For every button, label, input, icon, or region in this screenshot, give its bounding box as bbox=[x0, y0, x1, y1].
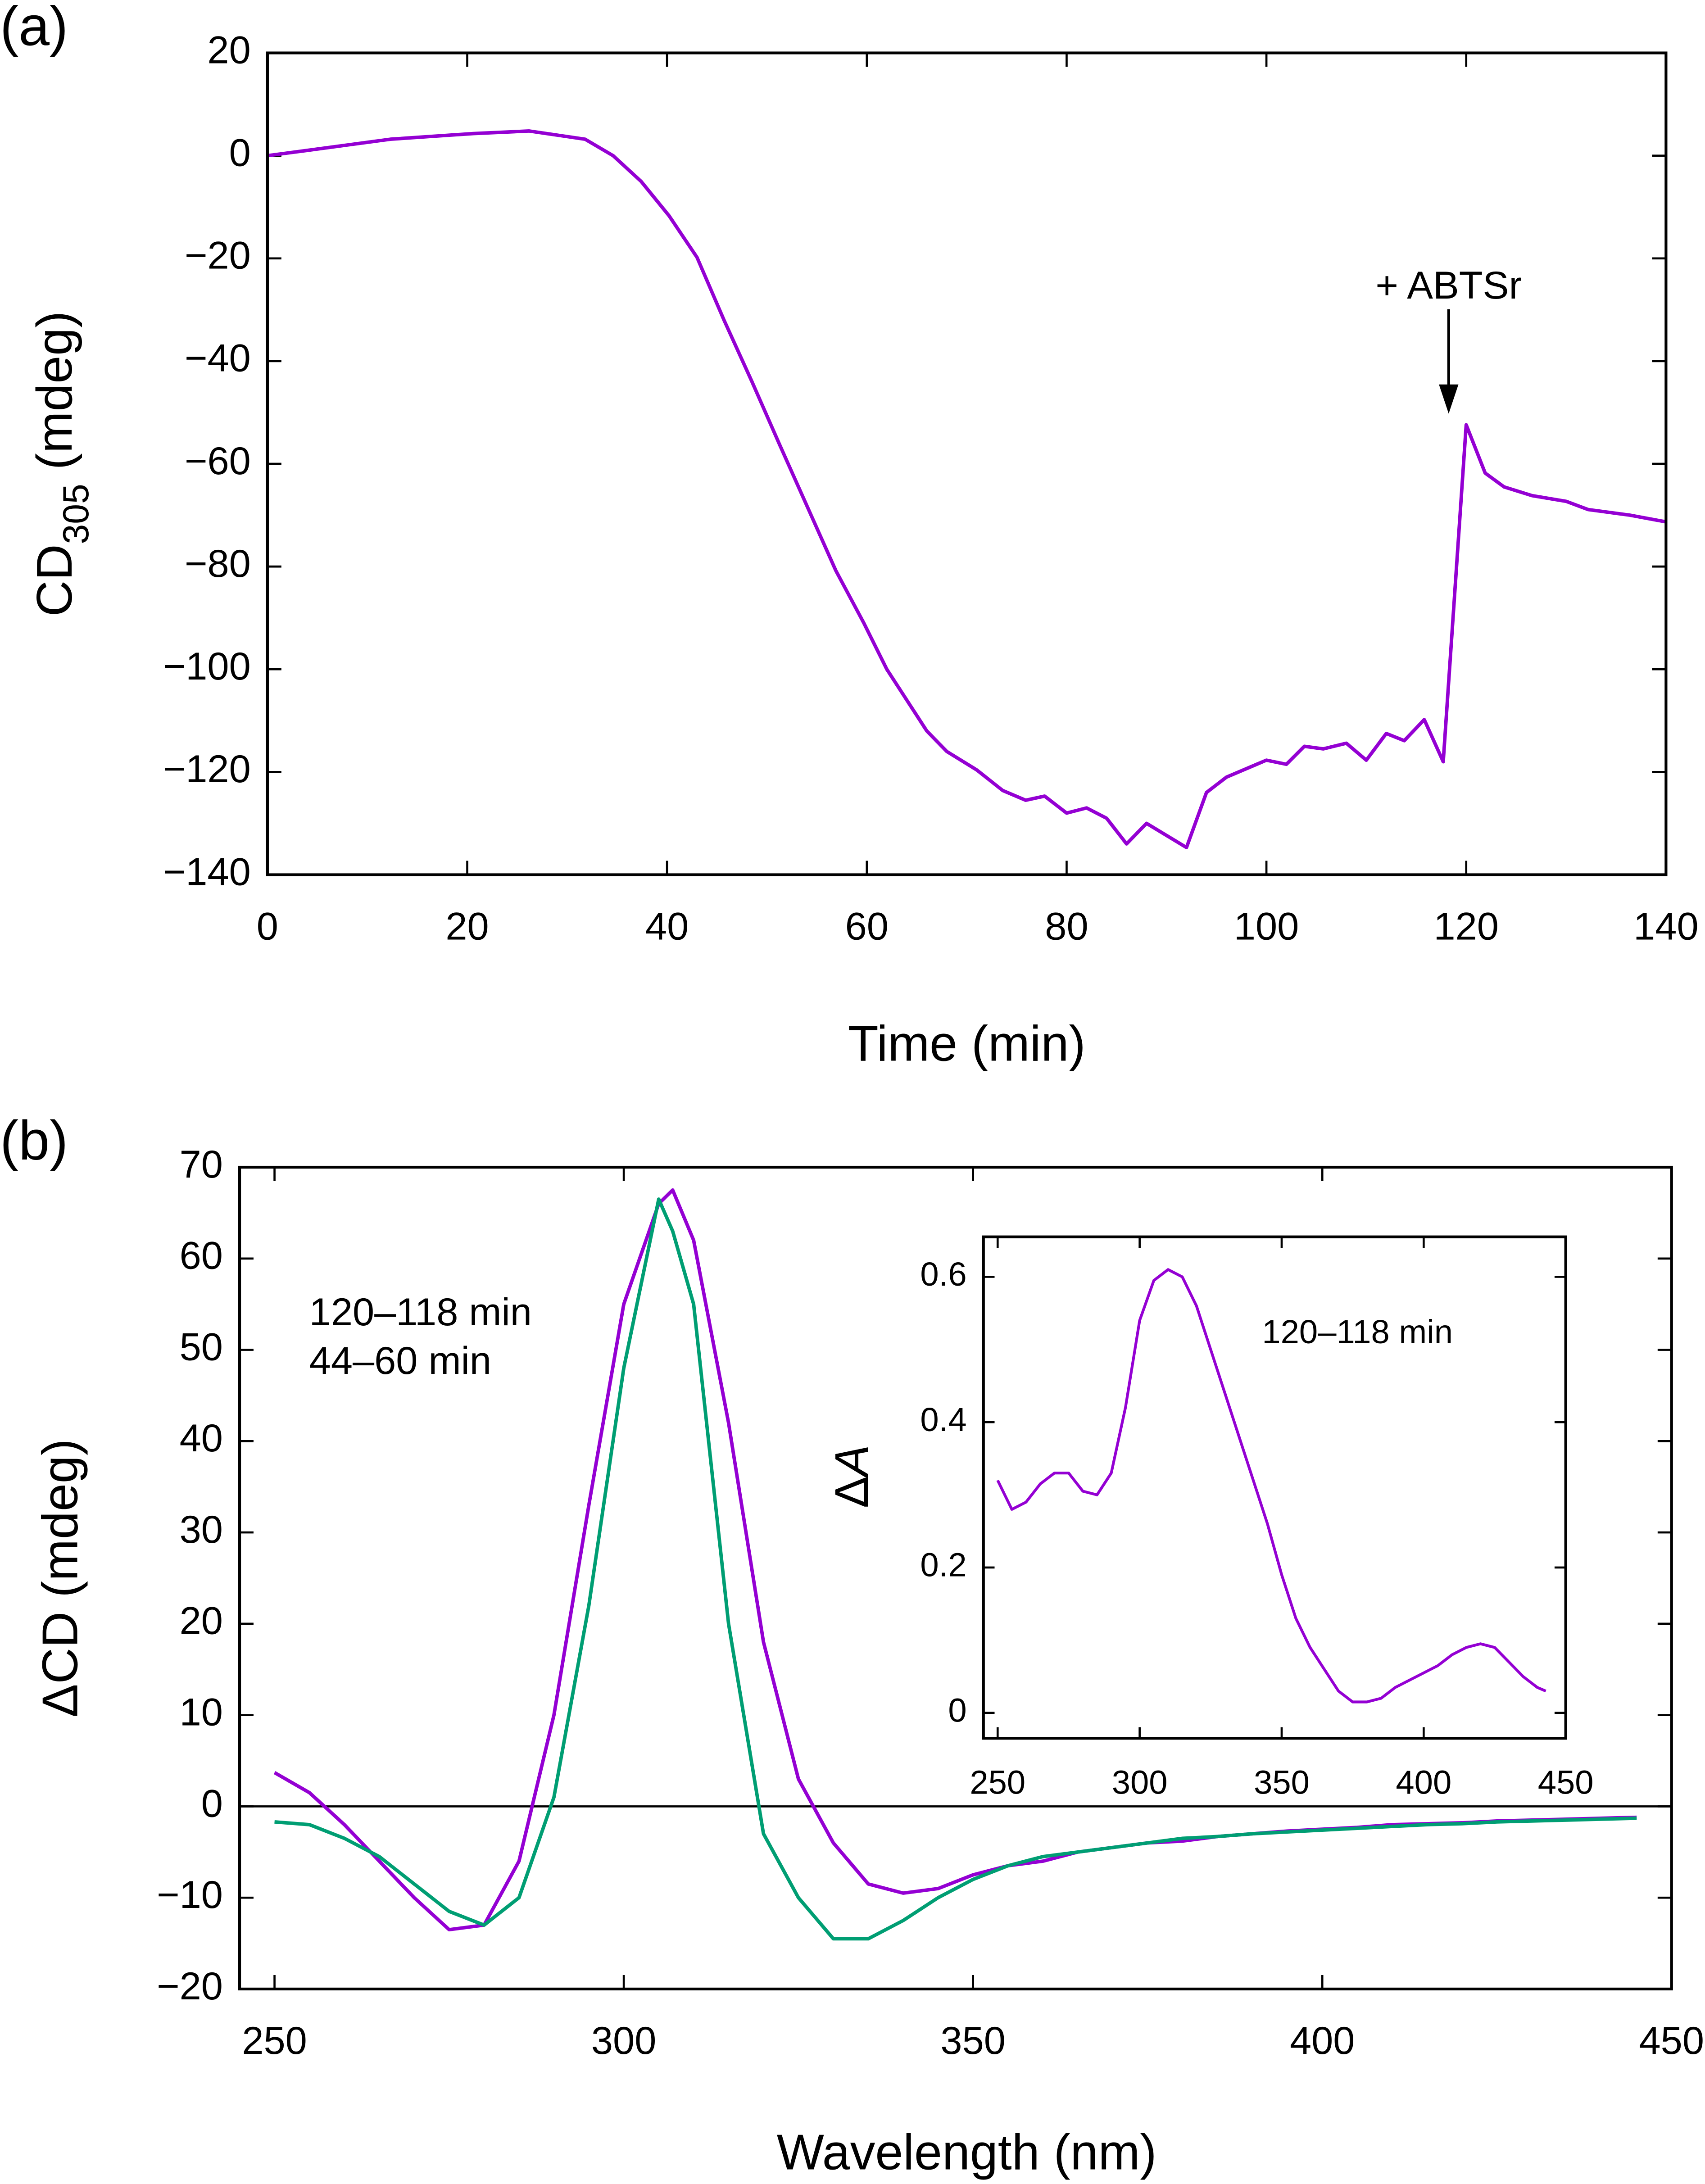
x-tick-label: 120 bbox=[1433, 905, 1498, 948]
legend-entry: 120–118 min bbox=[1262, 1313, 1453, 1350]
y-axis-title-part: CD bbox=[26, 544, 82, 616]
y-axis-title: CD305 (mdeg) bbox=[26, 311, 96, 617]
y-tick-label: 0 bbox=[201, 1782, 223, 1825]
x-axis-title: Wavelength (nm) bbox=[777, 2124, 1157, 2180]
panel-label: (b) bbox=[0, 1110, 68, 1172]
y-tick-label: −140 bbox=[163, 850, 251, 893]
panel: (a) 0 20 40 60 80 100 120 140 20 0 −20 −40 −60 −80 −100… bbox=[0, 0, 1699, 1071]
x-tick-label: 100 bbox=[1234, 905, 1299, 948]
y-tick-label: 60 bbox=[180, 1234, 223, 1278]
y-tick-label: 30 bbox=[180, 1508, 223, 1551]
x-tick-label: 20 bbox=[445, 905, 489, 948]
x-tick-label: 0 bbox=[257, 905, 278, 948]
y-tick-label: −60 bbox=[185, 440, 251, 483]
y-axis-title: ΔA bbox=[825, 1445, 878, 1508]
x-tick-label: 300 bbox=[1112, 1764, 1168, 1801]
series-line bbox=[267, 129, 1667, 849]
x-tick-label: 80 bbox=[1045, 905, 1088, 948]
annotation: + ABTSr bbox=[1375, 264, 1522, 307]
plot-frame bbox=[238, 1165, 1673, 1991]
panel-label: (a) bbox=[0, 0, 68, 58]
y-axis-title-part: 305 bbox=[56, 484, 96, 544]
y-tick-label: 20 bbox=[180, 1599, 223, 1643]
y-tick-label: 70 bbox=[180, 1143, 223, 1186]
series-line bbox=[996, 1268, 1546, 1704]
y-axis-title: ΔCD (mdeg) bbox=[32, 1439, 88, 1717]
x-tick-label: 60 bbox=[845, 905, 889, 948]
x-tick-label: 250 bbox=[242, 2019, 307, 2062]
y-axis-title-part: A bbox=[825, 1445, 878, 1479]
y-tick-label: −10 bbox=[157, 1873, 223, 1917]
y-tick-label: 0.4 bbox=[920, 1401, 966, 1438]
x-tick-label: 350 bbox=[1254, 1764, 1310, 1801]
plot-frame bbox=[266, 51, 1668, 876]
y-tick-label: −120 bbox=[163, 748, 251, 791]
x-tick-label: 400 bbox=[1290, 2019, 1355, 2062]
y-tick-label: 0.6 bbox=[920, 1255, 966, 1293]
x-tick-label: 250 bbox=[970, 1764, 1025, 1801]
x-tick-label: 40 bbox=[645, 905, 689, 948]
y-tick-label: −20 bbox=[185, 234, 251, 277]
y-tick-label: 0 bbox=[948, 1691, 966, 1729]
y-axis-title-part: Δ bbox=[825, 1477, 878, 1508]
y-tick-label: −100 bbox=[163, 645, 251, 688]
y-axis-title-part: ΔCD (mdeg) bbox=[32, 1439, 88, 1717]
x-tick-label: 450 bbox=[1639, 2019, 1704, 2062]
panel: (b) 250 300 350 400 450 70 60 50 40 30 20 10 0 −10 −20 1… bbox=[0, 1110, 1704, 2180]
panel: 250 300 350 400 450 0 0.2 0.4 0.6 120–118 min ΔA bbox=[825, 1235, 1594, 1801]
y-tick-label: 0.2 bbox=[920, 1546, 966, 1584]
y-tick-label: −40 bbox=[185, 337, 251, 380]
legend-entry: 120–118 min bbox=[309, 1291, 532, 1334]
y-tick-label: −20 bbox=[157, 1965, 223, 2008]
y-tick-label: 20 bbox=[207, 28, 250, 72]
y-tick-label: 40 bbox=[180, 1417, 223, 1460]
annotation-arrowhead bbox=[1439, 384, 1459, 414]
y-tick-label: 0 bbox=[229, 131, 251, 175]
x-tick-label: 450 bbox=[1538, 1764, 1594, 1801]
y-tick-label: −80 bbox=[185, 542, 251, 585]
x-tick-label: 140 bbox=[1633, 905, 1698, 948]
y-axis-title-part: (mdeg) bbox=[26, 311, 82, 484]
plot-frame bbox=[982, 1235, 1567, 1740]
legend-entry: 44–60 min bbox=[309, 1339, 491, 1382]
y-tick-label: 50 bbox=[180, 1325, 223, 1368]
series-line bbox=[274, 1197, 1637, 1941]
y-tick-label: 10 bbox=[180, 1691, 223, 1734]
x-tick-label: 300 bbox=[591, 2019, 656, 2062]
x-tick-label: 350 bbox=[940, 2019, 1005, 2062]
x-tick-label: 400 bbox=[1396, 1764, 1451, 1801]
x-axis-title: Time (min) bbox=[848, 1015, 1086, 1071]
